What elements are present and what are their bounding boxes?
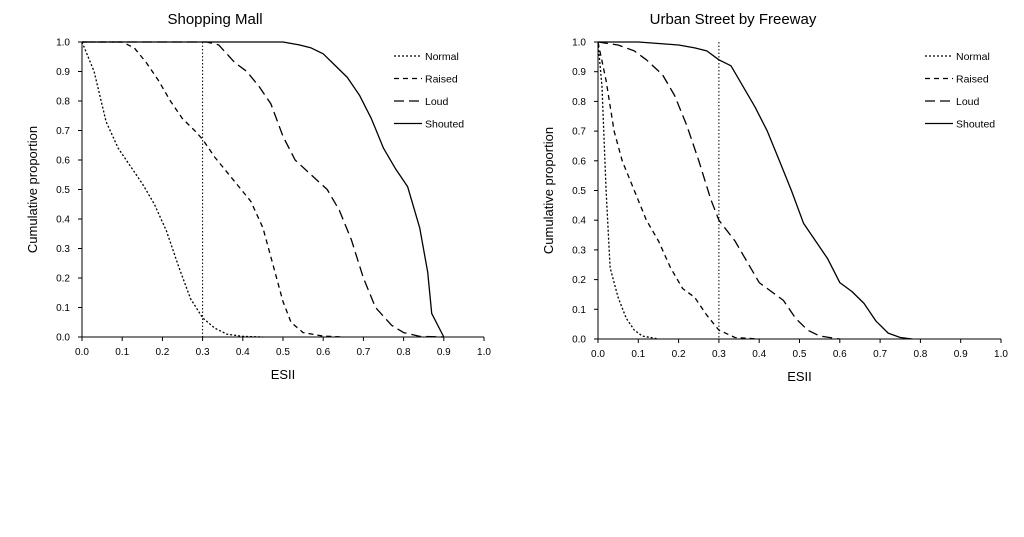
x-tick-label: 1.0 bbox=[994, 349, 1008, 360]
chart-title: Urban Street by Freeway bbox=[650, 11, 817, 28]
series-line-raised bbox=[82, 41, 344, 338]
x-tick-label: 0.7 bbox=[873, 349, 887, 360]
x-tick-label: 0.8 bbox=[913, 349, 927, 360]
x-tick-label: 0.4 bbox=[236, 347, 250, 358]
y-axis-label: Cumulative proportion bbox=[541, 127, 556, 254]
x-tick-label: 0.9 bbox=[437, 347, 451, 358]
y-tick-label: 1.0 bbox=[572, 38, 586, 49]
x-tick-label: 0.2 bbox=[155, 347, 169, 358]
x-tick-label: 0.0 bbox=[591, 349, 605, 360]
series-line-normal bbox=[597, 41, 659, 340]
x-tick-label: 0.9 bbox=[954, 349, 968, 360]
legend-label-shouted: Shouted bbox=[425, 119, 464, 131]
y-tick-label: 0.4 bbox=[572, 216, 586, 227]
legend-label-normal: Normal bbox=[956, 51, 990, 63]
series-line-loud bbox=[82, 41, 444, 338]
x-tick-label: 0.4 bbox=[752, 349, 766, 360]
chart-title: Shopping Mall bbox=[167, 11, 262, 28]
x-tick-label: 0.2 bbox=[672, 349, 686, 360]
y-tick-label: 0.6 bbox=[56, 156, 70, 167]
x-tick-label: 0.6 bbox=[833, 349, 847, 360]
x-tick-label: 0.7 bbox=[356, 347, 370, 358]
legend-label-normal: Normal bbox=[425, 51, 459, 63]
x-tick-label: 0.3 bbox=[712, 349, 726, 360]
y-tick-label: 0.7 bbox=[56, 126, 70, 137]
y-tick-label: 0.6 bbox=[572, 156, 586, 167]
y-tick-label: 0.0 bbox=[572, 335, 586, 346]
y-tick-label: 0.0 bbox=[56, 333, 70, 344]
series-line-raised bbox=[597, 41, 760, 340]
y-tick-label: 0.5 bbox=[572, 186, 586, 197]
x-tick-label: 1.0 bbox=[477, 347, 491, 358]
x-axis-label: ESII bbox=[271, 367, 296, 382]
legend-label-shouted: Shouted bbox=[956, 119, 995, 131]
y-tick-label: 1.0 bbox=[56, 38, 70, 49]
y-tick-label: 0.3 bbox=[56, 244, 70, 255]
y-tick-label: 0.5 bbox=[56, 185, 70, 196]
series-line-normal bbox=[81, 41, 263, 338]
y-axis-label: Cumulative proportion bbox=[25, 126, 40, 253]
chart-panel-2: Urban Street by Freeway 0.0 0.1 0.2 0.3 0.4 0.… bbox=[541, 11, 1008, 384]
x-tick-label: 0.5 bbox=[276, 347, 290, 358]
y-tick-label: 0.1 bbox=[572, 305, 586, 316]
x-tick-label: 0.0 bbox=[75, 347, 89, 358]
y-tick-label: 0.2 bbox=[56, 274, 70, 285]
x-tick-label: 0.3 bbox=[196, 347, 210, 358]
series-line-loud bbox=[597, 41, 840, 340]
y-tick-label: 0.9 bbox=[56, 67, 70, 78]
y-tick-label: 0.4 bbox=[56, 215, 70, 226]
x-tick-label: 0.1 bbox=[631, 349, 645, 360]
x-tick-label: 0.5 bbox=[793, 349, 807, 360]
x-tick-label: 0.6 bbox=[316, 347, 330, 358]
y-tick-label: 0.1 bbox=[56, 303, 70, 314]
legend-label-raised: Raised bbox=[956, 74, 989, 86]
series-line-shouted bbox=[82, 41, 445, 338]
x-tick-label: 0.1 bbox=[115, 347, 129, 358]
y-tick-label: 0.2 bbox=[572, 275, 586, 286]
y-tick-label: 0.9 bbox=[572, 67, 586, 78]
legend-label-loud: Loud bbox=[425, 96, 449, 108]
legend-label-loud: Loud bbox=[956, 96, 980, 108]
x-axis-label: ESII bbox=[787, 369, 812, 384]
legend-label-raised: Raised bbox=[425, 74, 458, 86]
y-tick-label: 0.8 bbox=[56, 97, 70, 108]
y-tick-label: 0.3 bbox=[572, 245, 586, 256]
x-tick-label: 0.8 bbox=[397, 347, 411, 358]
y-tick-label: 0.8 bbox=[572, 97, 586, 108]
chart-panel-1: Shopping Mall 0.0 0.1 0.2 0.3 0.4 0.5 0.6 0.7 0.8… bbox=[25, 11, 491, 382]
series-line-shouted bbox=[598, 41, 913, 340]
y-tick-label: 0.7 bbox=[572, 127, 586, 138]
